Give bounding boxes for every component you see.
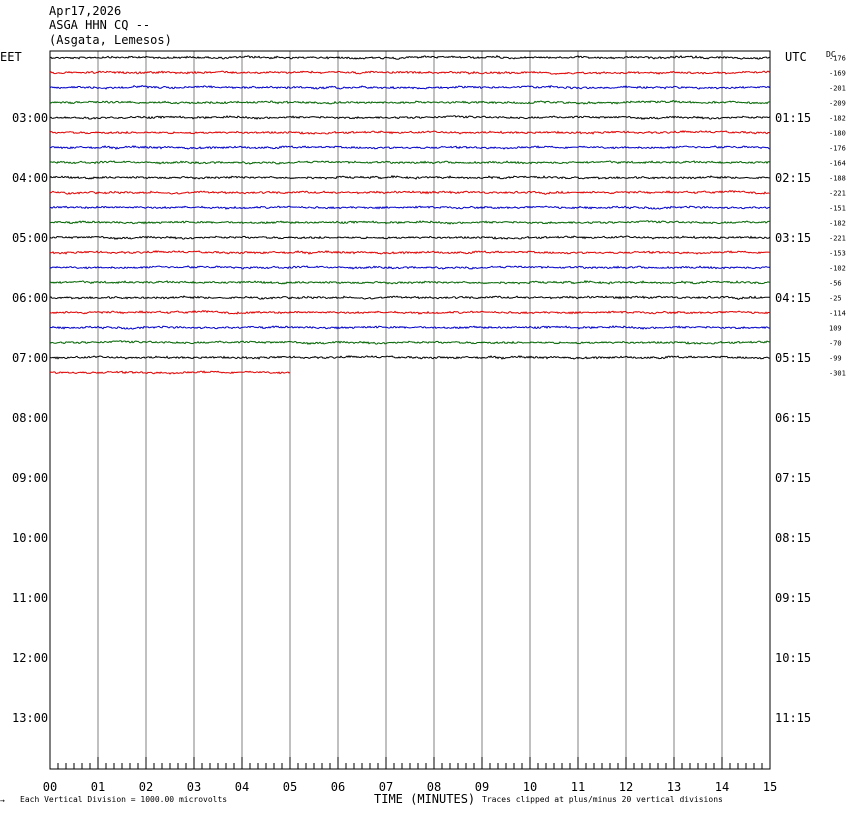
seismic-trace xyxy=(49,145,771,150)
date-label: Apr17,2026 xyxy=(49,4,122,18)
trace-dc-value: -114 xyxy=(829,310,846,318)
right-hour-label: 02:15 xyxy=(775,171,811,185)
seismic-trace xyxy=(49,354,771,360)
seismic-trace xyxy=(49,265,771,270)
scale-note: Each Vertical Division = 1000.00 microvo… xyxy=(20,795,227,804)
seismic-trace xyxy=(49,205,771,210)
trace-dc-value: -153 xyxy=(829,250,846,258)
seismic-trace xyxy=(49,309,771,315)
trace-dc-value: -221 xyxy=(829,190,846,198)
time-axis-label: 10 xyxy=(523,780,537,794)
trace-dc-value: -169 xyxy=(829,70,846,78)
time-axis-label: 09 xyxy=(475,780,489,794)
time-axis-label: 07 xyxy=(379,780,393,794)
time-axis-label: 12 xyxy=(619,780,633,794)
seismic-trace xyxy=(49,370,291,375)
seismic-trace xyxy=(49,100,771,105)
time-axis-label: 02 xyxy=(139,780,153,794)
left-hour-label: 12:00 xyxy=(12,651,48,665)
left-hour-label: 11:00 xyxy=(12,591,48,605)
seismic-trace xyxy=(49,115,771,121)
seismic-trace xyxy=(49,249,771,255)
trace-dc-value: -151 xyxy=(829,205,846,213)
right-hour-label: 08:15 xyxy=(775,531,811,545)
right-hour-label: 11:15 xyxy=(775,711,811,725)
right-hour-label: 04:15 xyxy=(775,291,811,305)
clip-note: Traces clipped at plus/minus 20 vertical… xyxy=(482,795,723,804)
right-hour-label: 10:15 xyxy=(775,651,811,665)
time-axis-label: 14 xyxy=(715,780,729,794)
right-hour-label: 09:15 xyxy=(775,591,811,605)
trace-dc-value: -180 xyxy=(829,130,846,138)
seismic-trace xyxy=(50,325,771,330)
trace-dc-value: -182 xyxy=(829,220,846,228)
right-hour-label: 01:15 xyxy=(775,111,811,125)
trace-dc-value: -176 xyxy=(829,145,846,153)
time-axis-label: 08 xyxy=(427,780,441,794)
seismic-trace xyxy=(49,174,770,180)
seismic-trace xyxy=(49,295,771,300)
seismic-trace xyxy=(49,160,771,165)
grid-lines xyxy=(49,50,771,770)
seismic-trace xyxy=(49,235,771,241)
seismic-trace xyxy=(49,279,770,285)
time-axis-label: 06 xyxy=(331,780,345,794)
time-axis-label: 13 xyxy=(667,780,681,794)
right-hour-label: 07:15 xyxy=(775,471,811,485)
left-hour-label: 13:00 xyxy=(12,711,48,725)
seismic-trace xyxy=(49,54,770,60)
time-axis-label: 15 xyxy=(763,780,777,794)
time-axis-label: 11 xyxy=(571,780,585,794)
xaxis-title: TIME (MINUTES) xyxy=(374,792,475,806)
left-hour-label: 06:00 xyxy=(12,291,48,305)
plot-frame xyxy=(49,50,771,770)
trace-dc-value: -221 xyxy=(829,235,846,243)
seismic-trace xyxy=(49,189,771,195)
left-timezone-label: EET xyxy=(0,50,22,64)
scale-marker-icon: → xyxy=(0,796,5,805)
trace-dc-value: -176 xyxy=(829,55,846,63)
left-hour-label: 09:00 xyxy=(12,471,48,485)
trace-dc-value: -102 xyxy=(829,265,846,273)
right-hour-label: 06:15 xyxy=(775,411,811,425)
dc-header-label: DC xyxy=(826,50,836,59)
trace-layer xyxy=(49,54,771,375)
trace-dc-value: 109 xyxy=(829,325,842,333)
seismic-trace xyxy=(49,340,771,346)
time-axis-label: 01 xyxy=(91,780,105,794)
time-axis-label: 04 xyxy=(235,780,249,794)
right-hour-label: 03:15 xyxy=(775,231,811,245)
trace-dc-value: -164 xyxy=(829,160,846,168)
trace-dc-value: -56 xyxy=(829,280,842,288)
right-hour-label: 05:15 xyxy=(775,351,811,365)
time-axis-label: 05 xyxy=(283,780,297,794)
trace-dc-value: -70 xyxy=(829,340,842,348)
trace-dc-value: -201 xyxy=(829,85,846,93)
label-layer: EET UTC DC TIME (MINUTES) → Each Vertica… xyxy=(0,50,836,806)
left-hour-label: 04:00 xyxy=(12,171,48,185)
time-axis-label: 03 xyxy=(187,780,201,794)
trace-dc-value: -182 xyxy=(829,115,846,123)
seismic-trace xyxy=(49,220,771,225)
left-hour-label: 03:00 xyxy=(12,111,48,125)
station-label: ASGA HHN CQ -- xyxy=(49,18,151,32)
trace-dc-value: -301 xyxy=(829,370,846,378)
time-axis-label: 00 xyxy=(43,780,57,794)
left-hour-label: 10:00 xyxy=(12,531,48,545)
right-timezone-label: UTC xyxy=(785,50,807,64)
trace-dc-value: -209 xyxy=(829,100,846,108)
trace-dc-value: -99 xyxy=(829,355,842,363)
seismic-trace xyxy=(49,85,771,90)
axis-layer: -176 -169 -201 -209 -182 -180 -176 -164 -188 -221… xyxy=(12,55,846,795)
left-hour-label: 05:00 xyxy=(12,231,48,245)
seismic-trace xyxy=(49,129,771,135)
left-hour-label: 07:00 xyxy=(12,351,48,365)
left-hour-label: 08:00 xyxy=(12,411,48,425)
location-label: (Asgata, Lemesos) xyxy=(49,33,172,47)
seismic-trace xyxy=(49,70,771,75)
trace-dc-value: -25 xyxy=(829,295,842,303)
trace-dc-value: -188 xyxy=(829,175,846,183)
